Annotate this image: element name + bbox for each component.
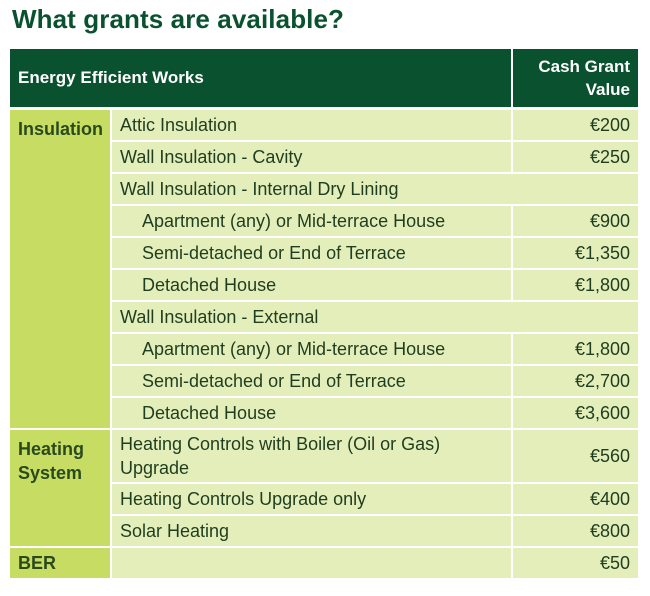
table-row: Insulation Attic Insulation €200 — [10, 107, 639, 429]
table-row: Wall Insulation - Cavity €250 — [10, 140, 639, 173]
row-value: €50 — [512, 546, 639, 578]
row-label: Wall Insulation - Cavity — [111, 140, 514, 173]
row-value: €1,350 — [512, 236, 639, 269]
table-row: Apartment (any) or Mid-terrace House €1,… — [10, 332, 639, 365]
category-heating-system: Heating System — [10, 428, 112, 547]
table-row: Apartment (any) or Mid-terrace House €90… — [10, 204, 639, 237]
row-label: Semi-detached or End of Terrace — [111, 364, 514, 397]
table-row: Solar Heating €800 — [10, 514, 639, 547]
row-value: €2,700 — [512, 364, 639, 397]
page-title: What grants are available? — [12, 4, 345, 34]
table-row: Detached House €3,600 — [10, 396, 639, 429]
table-row: Semi-detached or End of Terrace €2,700 — [10, 364, 639, 397]
row-label: Detached House — [111, 268, 514, 301]
row-value: €200 — [512, 107, 639, 141]
row-value: €800 — [512, 514, 639, 547]
header-works: Energy Efficient Works — [10, 49, 514, 109]
table-row: BER €50 — [10, 546, 639, 578]
category-ber: BER — [10, 546, 112, 578]
row-value: €1,800 — [512, 332, 639, 365]
row-label: Detached House — [111, 396, 514, 429]
row-label: Apartment (any) or Mid-terrace House — [111, 332, 514, 365]
row-subheading: Wall Insulation - External — [111, 300, 639, 333]
row-label: Solar Heating — [111, 514, 514, 547]
table-row: Wall Insulation - Internal Dry Lining — [10, 172, 639, 205]
table-row: Wall Insulation - External — [10, 300, 639, 333]
row-value: €560 — [512, 428, 639, 483]
row-label: Attic Insulation — [111, 107, 514, 141]
row-label: Apartment (any) or Mid-terrace House — [111, 204, 514, 237]
table-header-row: Energy Efficient Works Cash Grant Value — [10, 49, 639, 109]
row-value: €250 — [512, 140, 639, 173]
row-subheading: Wall Insulation - Internal Dry Lining — [111, 172, 639, 205]
row-label: Heating Controls Upgrade only — [111, 482, 514, 515]
category-insulation: Insulation — [10, 107, 112, 429]
row-value: €1,800 — [512, 268, 639, 301]
row-value: €400 — [512, 482, 639, 515]
table-row: Heating System Heating Controls with Boi… — [10, 428, 639, 547]
grants-table: Energy Efficient Works Cash Grant Value … — [10, 49, 639, 578]
table-row: Heating Controls Upgrade only €400 — [10, 482, 639, 515]
table-row: Detached House €1,800 — [10, 268, 639, 301]
row-label: Semi-detached or End of Terrace — [111, 236, 514, 269]
row-label — [111, 546, 514, 578]
table-row: Semi-detached or End of Terrace €1,350 — [10, 236, 639, 269]
header-cash-value: Cash Grant Value — [512, 49, 639, 109]
row-value: €3,600 — [512, 396, 639, 429]
row-label: Heating Controls with Boiler (Oil or Gas… — [111, 428, 514, 483]
row-value: €900 — [512, 204, 639, 237]
